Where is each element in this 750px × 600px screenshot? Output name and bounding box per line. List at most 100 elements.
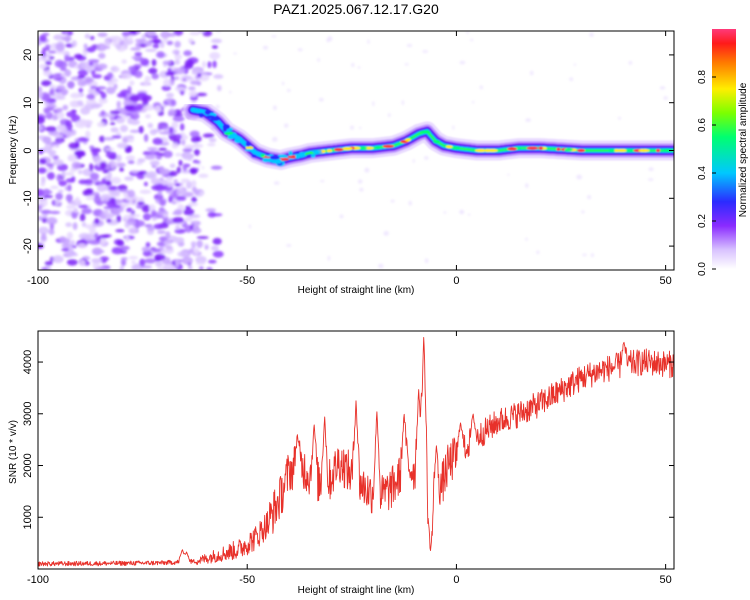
heatmap-cell [41, 267, 49, 270]
heatmap-cell [158, 124, 169, 130]
heatmap-cell [587, 195, 591, 200]
heatmap-cell [45, 163, 55, 167]
heatmap-cell [576, 174, 583, 180]
ridge-hotspot [295, 151, 301, 155]
heatmap-cell [67, 81, 75, 89]
heatmap-cell [171, 121, 179, 129]
snr-series-line [38, 337, 674, 567]
heatmap-cell [182, 153, 194, 160]
heatmap-cell [120, 257, 128, 261]
heatmap-cell [49, 56, 55, 60]
heatmap-cell [50, 185, 59, 190]
heatmap-cell [89, 239, 101, 245]
heatmap-cell [195, 92, 208, 97]
heatmap-cell [367, 39, 370, 44]
heatmap-cell [286, 89, 291, 92]
heatmap-cell [175, 260, 180, 268]
ridge-hotspot [656, 148, 661, 153]
heatmap-cell [211, 245, 219, 251]
heatmap-cell [286, 244, 292, 247]
heatmap-cell [91, 74, 102, 79]
heatmap-cell [327, 36, 333, 42]
heatmap-cell [81, 208, 93, 215]
colorbar-label: Normalized spectral amplitude [738, 82, 749, 217]
heatmap-cell [412, 159, 415, 163]
heatmap-cell [372, 101, 375, 107]
ridge-hotspot [661, 148, 673, 153]
heatmap-cell [151, 248, 161, 253]
heatmap-cell [109, 110, 121, 115]
ridge-hotspot [222, 124, 230, 130]
heatmap-cell [64, 69, 72, 77]
heatmap-cell [77, 69, 89, 77]
heatmap-cell [187, 202, 199, 207]
heatmap-cell [159, 199, 166, 207]
heatmap-cell [174, 40, 181, 48]
heatmap-cell [176, 166, 182, 174]
heatmap-cell [145, 31, 157, 37]
heatmap-cell [110, 176, 122, 185]
heatmap-cell [74, 196, 80, 204]
heatmap-cell [183, 208, 195, 216]
heatmap-cell [203, 243, 209, 246]
heatmap-cell [116, 92, 127, 98]
heatmap-cell [116, 100, 121, 108]
heatmap-cell [121, 59, 127, 64]
heatmap-cell [56, 174, 62, 182]
heatmap-cell [193, 148, 200, 156]
heatmap-cell [107, 72, 114, 79]
heatmap-cell [144, 224, 153, 228]
heatmap-cell [404, 63, 409, 66]
heatmap-cell [180, 178, 191, 183]
heatmap-cell [128, 256, 139, 260]
heatmap-cell [130, 47, 142, 51]
heatmap-cell [195, 194, 202, 198]
heatmap-cell [144, 40, 153, 47]
heatmap-cell [103, 137, 115, 141]
heatmap-cell [66, 111, 77, 118]
heatmap-cell [129, 129, 141, 133]
heatmap-cell [127, 189, 135, 198]
heatmap-cell [479, 85, 483, 90]
heatmap-cell [68, 245, 73, 254]
heatmap-cell [95, 200, 104, 206]
spectrogram-x-ticks: -100 -50 0 50 [27, 31, 672, 287]
heatmap-cell [124, 104, 135, 111]
heatmap-cell [98, 97, 108, 104]
heatmap-cell [74, 53, 83, 59]
heatmap-cell [101, 209, 110, 214]
heatmap-cell [39, 34, 47, 43]
heatmap-cell [56, 107, 64, 112]
heatmap-cell [196, 236, 209, 240]
heatmap-cell [100, 194, 112, 201]
heatmap-cell [42, 188, 51, 196]
heatmap-cell [116, 215, 122, 223]
heatmap-cell [424, 258, 429, 264]
heatmap-cell [65, 171, 75, 176]
heatmap-cell [162, 103, 167, 108]
heatmap-cell [97, 32, 108, 38]
heatmap-cell [217, 85, 222, 92]
heatmap-cell [61, 36, 72, 42]
heatmap-cell [52, 113, 58, 120]
heatmap-cell [154, 105, 162, 113]
heatmap-cell [115, 43, 122, 50]
x-tick-label: -50 [239, 574, 255, 586]
heatmap-cell [46, 172, 55, 180]
heatmap-cell [90, 85, 98, 90]
heatmap-cell [422, 50, 429, 53]
ridge-hotspot [556, 147, 561, 151]
heatmap-cell [144, 154, 156, 160]
heatmap-cell [157, 266, 165, 270]
heatmap-cell [145, 242, 151, 248]
heatmap-cell [173, 179, 178, 183]
heatmap-cell [104, 147, 115, 151]
heatmap-cell [184, 63, 194, 70]
heatmap-cell [145, 114, 151, 119]
heatmap-cell [48, 228, 55, 235]
heatmap-cell [459, 209, 465, 215]
heatmap-cell [116, 239, 125, 247]
heatmap-cell [115, 117, 126, 124]
heatmap-cell [68, 142, 80, 150]
ridge-hotspot [326, 149, 333, 153]
